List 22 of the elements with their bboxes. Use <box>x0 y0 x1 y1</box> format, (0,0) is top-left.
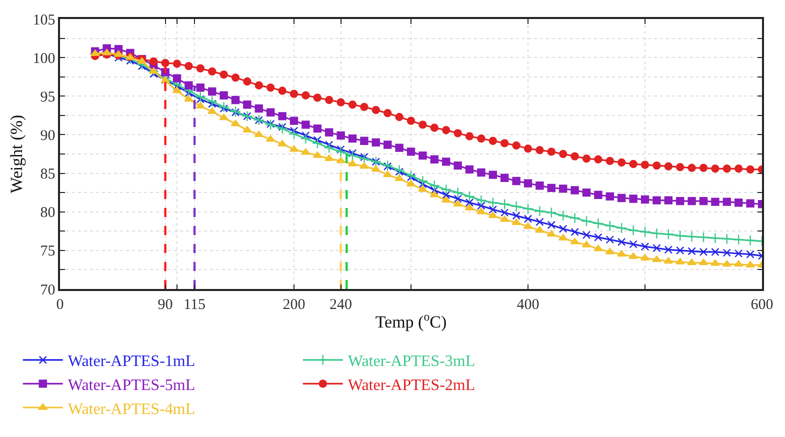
x-tick-label: 200 <box>282 296 306 313</box>
legend-label: Water-APTES-4mL <box>68 400 196 418</box>
y-tick-label: 85 <box>40 166 56 183</box>
x-tick-label: 115 <box>184 296 206 313</box>
legend-label: Water-APTES-2mL <box>348 376 476 394</box>
y-tick-label: 95 <box>40 89 56 106</box>
y-tick-label: 100 <box>32 50 56 67</box>
x-axis-title: Temp ($^{o}$C) <box>375 310 447 332</box>
x-tick-label: 0 <box>56 296 64 313</box>
y-tick-label: 105 <box>32 12 56 28</box>
y-tick-label: 70 <box>40 282 56 298</box>
legend-label: Water-APTES-5mL <box>68 376 196 394</box>
legend-label: Water-APTES-3mL <box>348 353 476 370</box>
x-tick-label: 600 <box>750 296 774 313</box>
x-tick-label: 240 <box>330 296 352 313</box>
y-tick-label: 90 <box>40 128 56 144</box>
legend-label: Water-APTES-1mL <box>68 353 196 370</box>
x-tick-label: 90 <box>158 296 173 313</box>
y-tick-label: 80 <box>40 205 56 222</box>
x-tick-label: 400 <box>516 296 540 313</box>
y-tick-label: 75 <box>40 244 56 260</box>
y-axis-title: Weight (%) <box>6 114 26 194</box>
